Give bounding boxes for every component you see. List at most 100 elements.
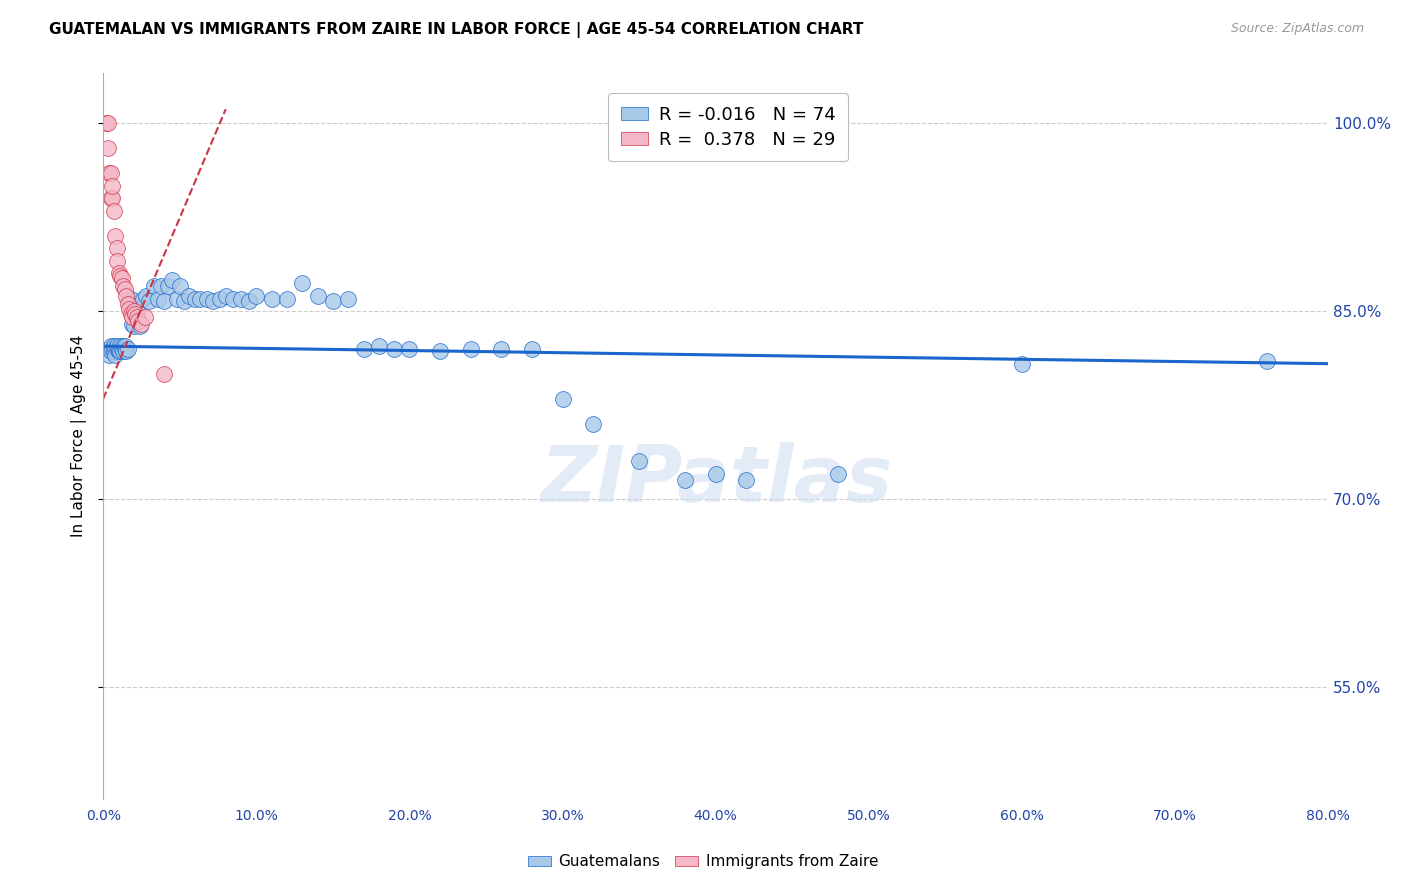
Point [132,292,155,306]
Point [104,342,127,356]
Point [460,342,482,356]
Point [105,342,128,356]
Point [628,454,651,468]
Point [827,467,849,481]
Point [120,292,142,306]
Point [118,292,141,306]
Point [153,293,176,308]
Point [125,310,148,325]
Point [117,296,139,310]
Point [112,339,135,353]
Point [104,228,127,243]
Point [166,292,188,306]
Text: GUATEMALAN VS IMMIGRANTS FROM ZAIRE IN LABOR FORCE | AGE 45-54 CORRELATION CHART: GUATEMALAN VS IMMIGRANTS FROM ZAIRE IN L… [49,22,863,38]
Point [245,289,267,303]
Point [148,292,170,306]
Point [107,344,129,359]
Point [96,116,118,130]
Text: ZIPatlas: ZIPatlas [540,442,891,518]
Point [229,292,252,306]
Point [704,467,727,481]
Point [107,267,129,281]
Point [105,241,128,255]
Point [103,339,125,353]
Point [135,289,157,303]
Point [110,271,132,285]
Point [367,339,389,353]
Point [202,293,225,308]
Point [100,339,122,353]
Point [177,289,200,303]
Point [188,292,211,306]
Point [104,348,127,362]
Legend: R = -0.016   N = 74, R =  0.378   N = 29: R = -0.016 N = 74, R = 0.378 N = 29 [607,93,848,161]
Point [101,191,124,205]
Point [184,292,207,306]
Point [100,344,122,359]
Point [121,310,143,325]
Point [353,342,375,356]
Point [108,344,131,359]
Point [107,342,129,356]
Point [108,268,131,283]
Point [100,166,122,180]
Point [150,279,173,293]
Point [156,279,179,293]
Point [115,289,138,303]
Point [520,342,543,356]
Point [97,116,120,130]
Point [114,342,136,356]
Point [110,342,132,356]
Point [131,317,153,331]
Point [169,279,191,293]
Point [103,344,125,359]
Point [160,273,183,287]
Y-axis label: In Labor Force | Age 45-54: In Labor Force | Age 45-54 [72,335,87,538]
Point [127,314,149,328]
Point [1011,357,1033,371]
Point [101,342,124,356]
Point [215,289,238,303]
Point [1256,354,1278,368]
Point [98,348,121,362]
Legend: Guatemalans, Immigrants from Zaire: Guatemalans, Immigrants from Zaire [522,848,884,875]
Point [101,178,124,193]
Point [142,279,165,293]
Point [222,292,245,306]
Point [291,277,314,291]
Point [117,342,139,356]
Point [105,339,128,353]
Point [115,344,138,359]
Point [122,319,145,334]
Point [97,141,120,155]
Point [195,292,218,306]
Point [398,342,420,356]
Point [238,293,260,308]
Point [134,310,156,325]
Point [735,473,758,487]
Point [98,166,121,180]
Point [125,304,148,318]
Point [491,342,513,356]
Point [100,191,122,205]
Point [121,317,143,331]
Point [307,289,329,303]
Point [129,319,152,334]
Point [105,254,128,268]
Point [122,304,145,318]
Point [153,367,176,381]
Point [382,342,405,356]
Point [582,417,605,431]
Point [276,292,298,306]
Point [97,342,120,356]
Point [673,473,696,487]
Point [124,307,146,321]
Text: Source: ZipAtlas.com: Source: ZipAtlas.com [1230,22,1364,36]
Point [429,344,451,359]
Point [108,339,131,353]
Point [173,293,195,308]
Point [551,392,574,406]
Point [114,339,136,353]
Point [120,307,142,321]
Point [118,301,141,316]
